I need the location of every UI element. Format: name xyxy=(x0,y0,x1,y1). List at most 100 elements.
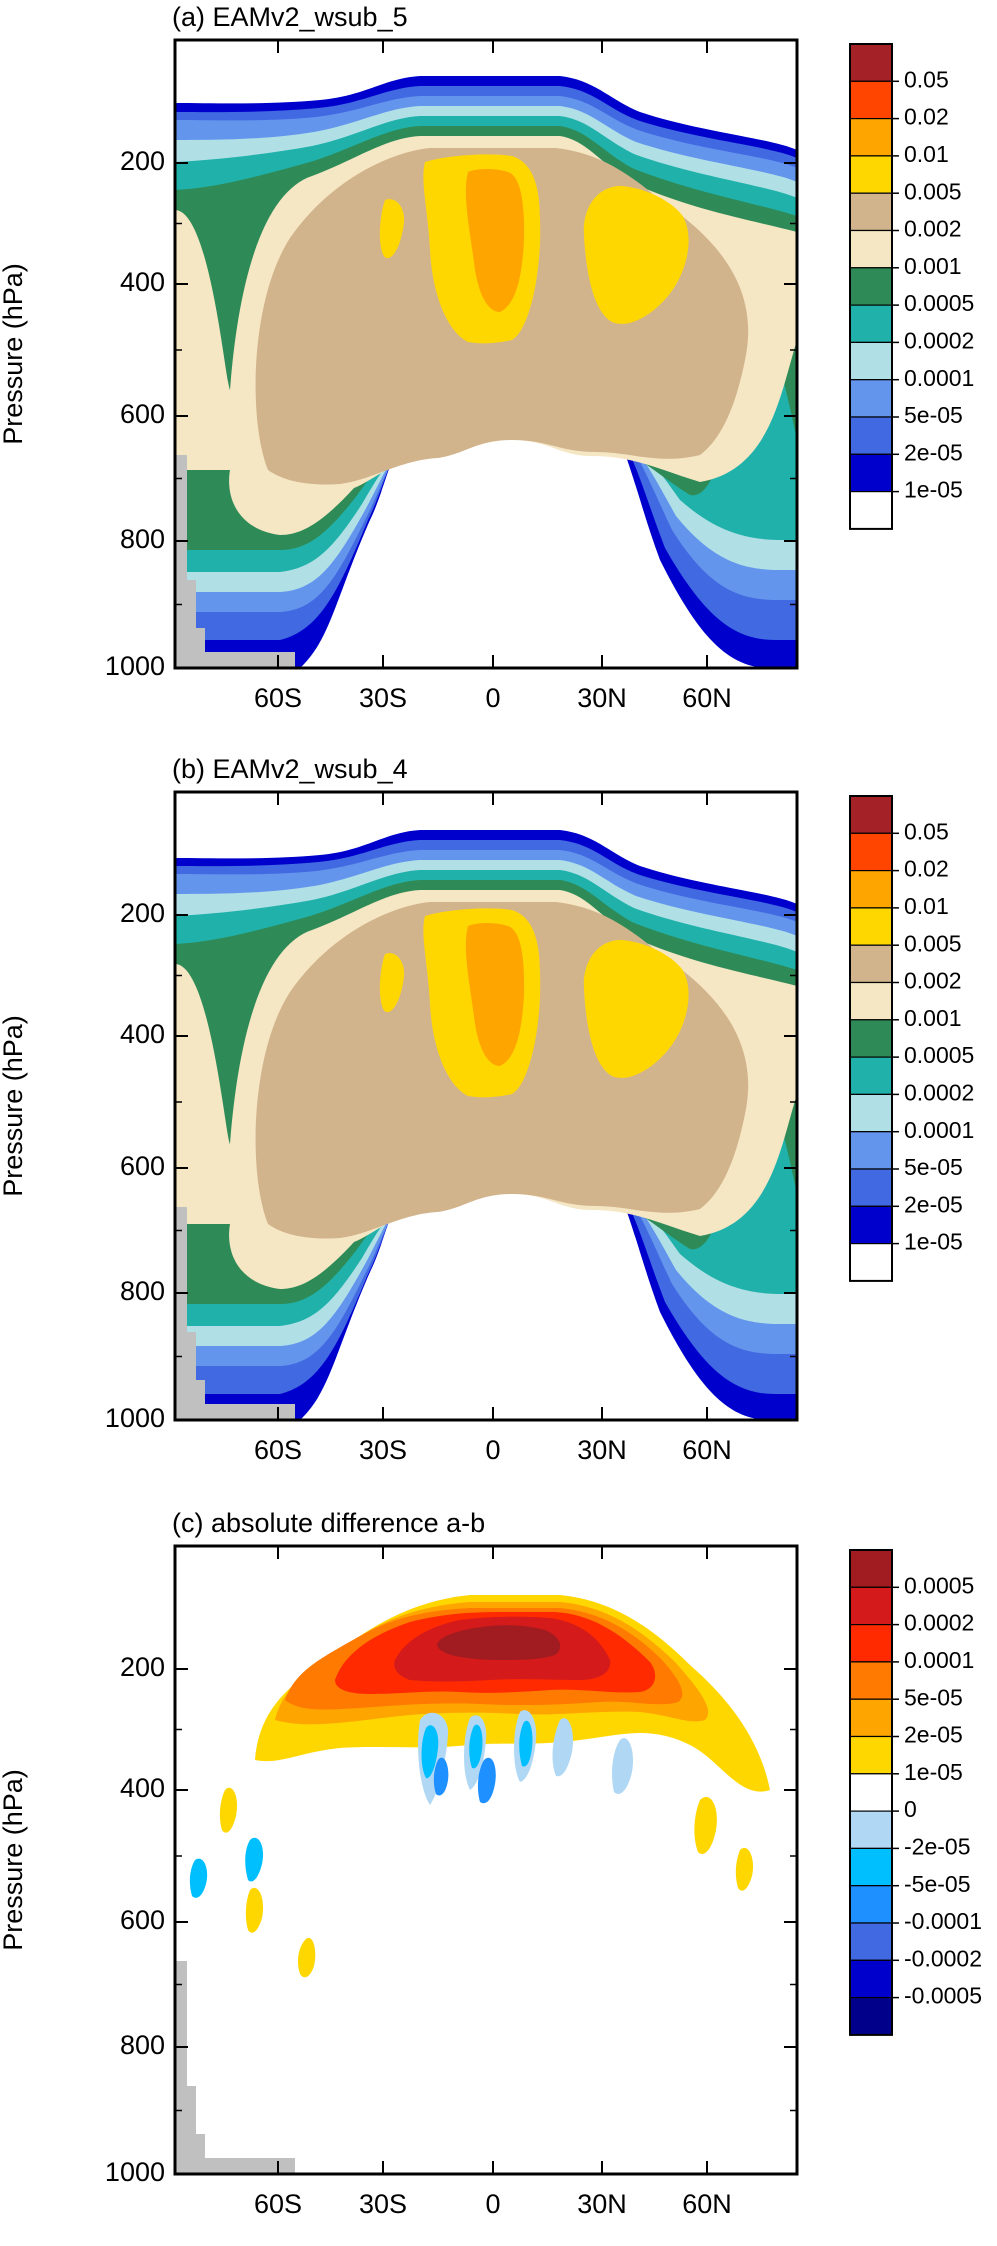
legend-swatch xyxy=(849,1586,893,1626)
panel-c-ylabel: Pressure (hPa) xyxy=(0,1769,28,1951)
contour-region-neg-0.0001 xyxy=(433,1757,496,1804)
legend-label: 1e-05 xyxy=(904,1229,963,1255)
legend-swatch xyxy=(849,80,893,120)
panel-b-missing xyxy=(175,1207,295,1420)
legend-label: 0.02 xyxy=(904,104,949,130)
panel-b-ticks xyxy=(175,792,797,1421)
legend-label: 0.02 xyxy=(904,856,949,882)
legend-swatch xyxy=(849,341,893,381)
legend-swatch xyxy=(849,1019,893,1058)
legend-label: 0 xyxy=(904,1796,917,1822)
contour-region-0.01 xyxy=(465,923,525,1066)
contour-region-0.005-blob xyxy=(379,199,405,259)
legend-label: 5e-05 xyxy=(904,1684,963,1710)
contour-region-0.005-north xyxy=(583,939,689,1078)
legend-label: 0.0005 xyxy=(904,1572,974,1598)
legend-label: 0.0001 xyxy=(904,1647,974,1673)
legend-swatch xyxy=(849,1735,893,1775)
panel-c-frame xyxy=(173,1544,799,2176)
contour-region-0.005-blob xyxy=(379,953,405,1013)
legend-swatch xyxy=(849,1885,893,1924)
panel-a-ytick-1000: 1000 xyxy=(105,651,165,681)
legend-swatch xyxy=(849,192,893,232)
legend-swatch xyxy=(849,869,893,909)
panel-b-ytick-200: 200 xyxy=(120,898,165,928)
panel-b-xtick-60N: 60N xyxy=(682,1435,732,1465)
missing-data-bar xyxy=(205,2158,295,2174)
legend-swatch xyxy=(849,1623,893,1663)
legend-label: -0.0001 xyxy=(904,1908,982,1934)
panel-c-missing xyxy=(175,1961,295,2174)
panel-b-ylabel: Pressure (hPa) xyxy=(0,1015,28,1197)
panel-a-legend: 0.05 0.02 0.01 0.005 0.002 0.001 0.0005 0.0002 0… xyxy=(849,43,974,530)
panel-b-ytick-1000: 1000 xyxy=(105,1403,165,1433)
panel-c-xtick-60N: 60N xyxy=(682,2189,732,2219)
legend-swatch xyxy=(849,1661,893,1700)
missing-data-bar xyxy=(196,1380,205,1420)
legend-swatch xyxy=(849,1056,893,1095)
contour-region-neg-5e-05 xyxy=(189,1720,533,1898)
legend-label: -2e-05 xyxy=(904,1833,970,1859)
legend-frame xyxy=(849,43,893,530)
panel-a-xtick-30N: 30N xyxy=(577,683,627,713)
legend-label: 5e-05 xyxy=(904,402,963,428)
missing-data-bar xyxy=(187,2086,196,2174)
panel-a-ticks xyxy=(175,40,797,669)
panel-b-frame xyxy=(173,790,799,1422)
legend-swatch xyxy=(849,416,893,455)
legend-swatch xyxy=(849,117,893,157)
legend-label: -5e-05 xyxy=(904,1871,970,1897)
legend-label: 0.0002 xyxy=(904,1610,974,1636)
panel-c-ytick-1000: 1000 xyxy=(105,2157,165,2187)
missing-data-bar xyxy=(175,1207,187,1420)
panel-b: (b) EAMv2_wsub_4 Pressure (hPa) 200 400 … xyxy=(0,754,974,1465)
missing-data-bar xyxy=(196,628,205,668)
legend-swatch xyxy=(849,1959,893,1999)
legend-label: 2e-05 xyxy=(904,1722,963,1748)
missing-data-bar xyxy=(205,652,295,668)
legend-frame xyxy=(849,795,893,1282)
legend-swatch xyxy=(849,1773,893,1812)
legend-swatch xyxy=(849,229,893,269)
legend-label: 0.005 xyxy=(904,178,962,204)
contour-region-0.0005 xyxy=(437,1625,561,1660)
legend-label: 0.001 xyxy=(904,1005,962,1031)
panel-a-contours xyxy=(175,76,797,668)
panel-c-xtick-30N: 30N xyxy=(577,2189,627,2219)
legend-swatch xyxy=(849,267,893,306)
panel-a-xtick-30S: 30S xyxy=(359,683,407,713)
legend-swatch xyxy=(849,379,893,418)
legend-label: 2e-05 xyxy=(904,439,963,465)
legend-swatch xyxy=(849,43,893,82)
legend-swatch xyxy=(849,795,893,834)
panel-a-title: (a) EAMv2_wsub_5 xyxy=(172,2,408,32)
panel-a: (a) EAMv2_wsub_5 Pressure (hPa) 200 400 … xyxy=(0,2,974,713)
panel-a-ylabel: Pressure (hPa) xyxy=(0,263,28,445)
panel-b-legend: 0.05 0.02 0.01 0.005 0.002 0.001 0.0005 0.0002 0… xyxy=(849,795,974,1282)
missing-data-bar xyxy=(175,455,187,668)
panel-c-xtick-30S: 30S xyxy=(359,2189,407,2219)
legend-label: 0.0001 xyxy=(904,365,974,391)
legend-swatch xyxy=(849,1242,893,1282)
contour-region-0.01 xyxy=(465,169,525,312)
legend-swatch xyxy=(849,1996,893,2036)
legend-label: 0.002 xyxy=(904,216,962,242)
legend-label: 0.0001 xyxy=(904,1117,974,1143)
missing-data-bar xyxy=(175,1961,187,2174)
panel-c-ytick-400: 400 xyxy=(120,1773,165,1803)
panel-b-xtick-60S: 60S xyxy=(254,1435,302,1465)
panel-c-xtick-60S: 60S xyxy=(254,2189,302,2219)
legend-label: 0.0005 xyxy=(904,290,974,316)
panel-a-xtick-60N: 60N xyxy=(682,683,732,713)
legend-swatch xyxy=(849,1093,893,1133)
legend-label: -0.0005 xyxy=(904,1983,982,2009)
legend-label: 1e-05 xyxy=(904,1759,963,1785)
panel-c-ytick-600: 600 xyxy=(120,1905,165,1935)
panel-a-ytick-400: 400 xyxy=(120,267,165,297)
panel-a-frame xyxy=(173,38,799,670)
panel-a-ytick-600: 600 xyxy=(120,399,165,429)
panel-b-ytick-600: 600 xyxy=(120,1151,165,1181)
panel-c: (c) absolute difference a-b Pressure (hP… xyxy=(0,1508,982,2219)
legend-label: 0.05 xyxy=(904,818,949,844)
legend-swatch xyxy=(849,1810,893,1849)
